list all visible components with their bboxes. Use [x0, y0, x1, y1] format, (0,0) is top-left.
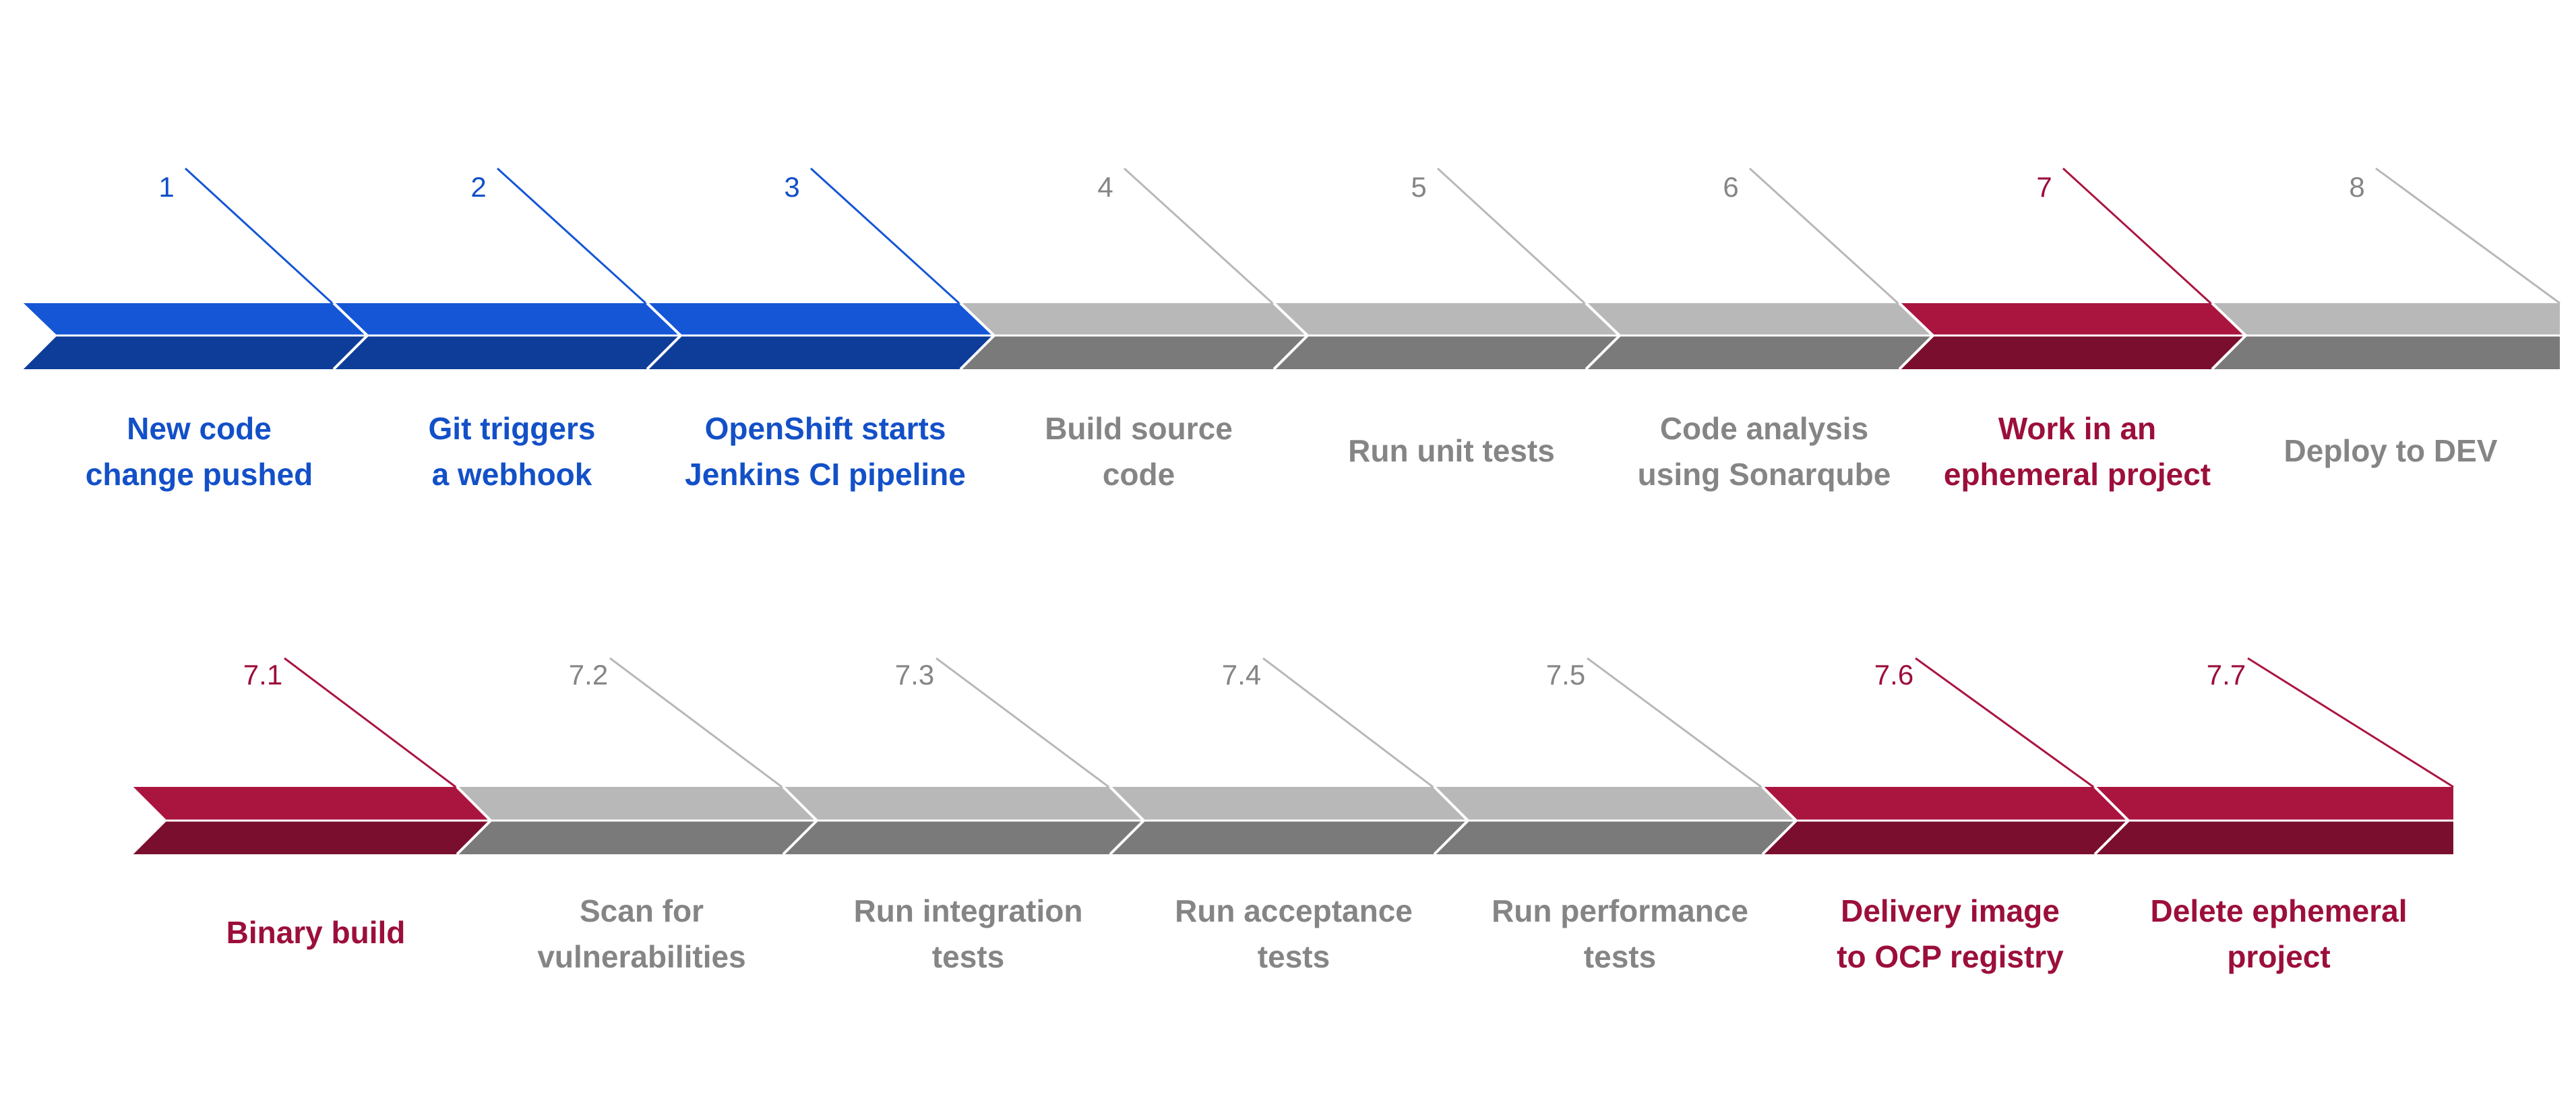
- step-label-7-1: Binary build: [226, 915, 406, 950]
- chevron-segment-5: [1272, 302, 1620, 371]
- chevron-bottom-7-7: [2095, 821, 2453, 854]
- step-label-7-2: Scan for vulnerabilities: [537, 893, 745, 974]
- chevron-segment-7-1: [130, 786, 491, 856]
- chevron-top-2: [334, 303, 681, 336]
- step-label-7-5: Run performance tests: [1492, 893, 1748, 974]
- chevron-segment-7-7: [2093, 786, 2453, 856]
- chevron-top-3: [647, 303, 994, 336]
- step-label-7-4: Run acceptance tests: [1175, 893, 1413, 974]
- chevron-top-7-5: [1434, 787, 1796, 821]
- main-pipeline-row: 1 New code change pushed 2 Git triggers a web…: [20, 167, 2560, 492]
- chevron-top-7-6: [1762, 787, 2128, 821]
- chevron-bottom-7: [1899, 336, 2246, 369]
- step-pointer-line-3: [809, 167, 960, 305]
- chevron-segment-2: [332, 302, 681, 371]
- step-number-7-6: 7.6: [1874, 659, 1913, 691]
- chevron-segment-1: [20, 302, 367, 371]
- step-pointer-line-4: [1123, 167, 1274, 305]
- chevron-segment-3: [646, 302, 994, 371]
- chevron-segment-7-6: [1761, 786, 2128, 856]
- step-number-6: 6: [1723, 171, 1738, 203]
- step-number-4: 4: [1097, 171, 1113, 203]
- step-label-8: Deploy to DEV: [2284, 433, 2498, 468]
- chevron-top-7-4: [1110, 787, 1468, 821]
- chevron-bottom-7-4: [1110, 821, 1468, 854]
- chevron-bottom-7-3: [783, 821, 1144, 854]
- step-label-1: New code change pushed: [86, 411, 313, 492]
- step-number-7-4: 7.4: [1222, 659, 1261, 691]
- step-number-7-7: 7.7: [2207, 659, 2246, 691]
- chevron-top-7-7: [2095, 787, 2453, 821]
- step-pointer-line-8: [2375, 167, 2560, 305]
- chevron-segment-8: [2211, 302, 2560, 371]
- chevron-top-7-3: [783, 787, 1144, 821]
- step-label-7-7: Delete ephemeral project: [2151, 893, 2408, 974]
- step-number-7-3: 7.3: [895, 659, 934, 691]
- step-pointer-line-6: [1748, 167, 1899, 305]
- chevron-bottom-7-5: [1434, 821, 1796, 854]
- step-pointer-line-7-3: [936, 657, 1109, 788]
- chevron-top-5: [1274, 303, 1620, 336]
- chevron-bottom-7-2: [457, 821, 817, 854]
- step-pointer-line-5: [1436, 167, 1586, 305]
- step-number-7-1: 7.1: [243, 659, 282, 691]
- chevron-bottom-4: [960, 336, 1308, 369]
- step-number-7-5: 7.5: [1546, 659, 1585, 691]
- chevron-bottom-8: [2212, 336, 2560, 369]
- chevron-top-7-1: [131, 787, 491, 821]
- step-label-7-6: Delivery image to OCP registry: [1837, 893, 2064, 974]
- step-label-7: Work in an ephemeral project: [1944, 411, 2211, 492]
- chevron-segment-7-4: [1109, 786, 1468, 856]
- chevron-segment-7-2: [456, 786, 817, 856]
- step-number-7: 7: [2036, 171, 2052, 203]
- chevron-bottom-5: [1274, 336, 1620, 369]
- chevron-segment-7-5: [1433, 786, 1796, 856]
- chevron-bottom-2: [334, 336, 681, 369]
- chevron-segment-7: [1898, 302, 2246, 371]
- step-pointer-line-7-1: [284, 657, 456, 788]
- step-label-2: Git triggers a webhook: [429, 411, 596, 492]
- step-pointer-line-7-4: [1262, 657, 1434, 788]
- step-label-3: OpenShift starts Jenkins CI pipeline: [685, 411, 966, 492]
- chevron-top-8: [2212, 303, 2560, 336]
- step-pointer-line-7-7: [2247, 657, 2454, 788]
- chevron-bottom-7-1: [131, 821, 491, 854]
- chevron-segment-6: [1585, 302, 1933, 371]
- step-pointer-line-7-2: [609, 657, 783, 788]
- chevron-top-4: [960, 303, 1308, 336]
- step-pointer-line-7: [2062, 167, 2212, 305]
- step-pointer-line-7-5: [1587, 657, 1762, 788]
- step-pointer-line-2: [496, 167, 647, 305]
- chevron-top-7: [1899, 303, 2246, 336]
- step-number-2: 2: [470, 171, 486, 203]
- step-label-4: Build source code: [1045, 411, 1233, 492]
- step-label-5: Run unit tests: [1348, 433, 1555, 468]
- step-pointer-line-1: [184, 167, 334, 305]
- chevron-bottom-1: [22, 336, 367, 369]
- chevron-bottom-6: [1586, 336, 1933, 369]
- step-number-7-2: 7.2: [569, 659, 608, 691]
- chevron-top-1: [22, 303, 367, 336]
- chevron-segment-7-3: [782, 786, 1144, 856]
- step-pointer-line-7-6: [1915, 657, 2094, 788]
- step-number-8: 8: [2349, 171, 2364, 203]
- chevron-top-7-2: [457, 787, 817, 821]
- chevron-bottom-3: [647, 336, 994, 369]
- ephemeral-project-subrow: 7.1 Binary build 7.2 Scan for vulnerabilitie…: [130, 657, 2454, 974]
- chevron-segment-4: [959, 302, 1308, 371]
- step-number-1: 1: [158, 171, 174, 203]
- step-number-3: 3: [784, 171, 799, 203]
- step-label-7-3: Run integration tests: [854, 893, 1083, 974]
- step-number-5: 5: [1411, 171, 1426, 203]
- chevron-bottom-7-6: [1762, 821, 2128, 854]
- step-label-6: Code analysis using Sonarqube: [1638, 411, 1891, 492]
- chevron-top-6: [1586, 303, 1933, 336]
